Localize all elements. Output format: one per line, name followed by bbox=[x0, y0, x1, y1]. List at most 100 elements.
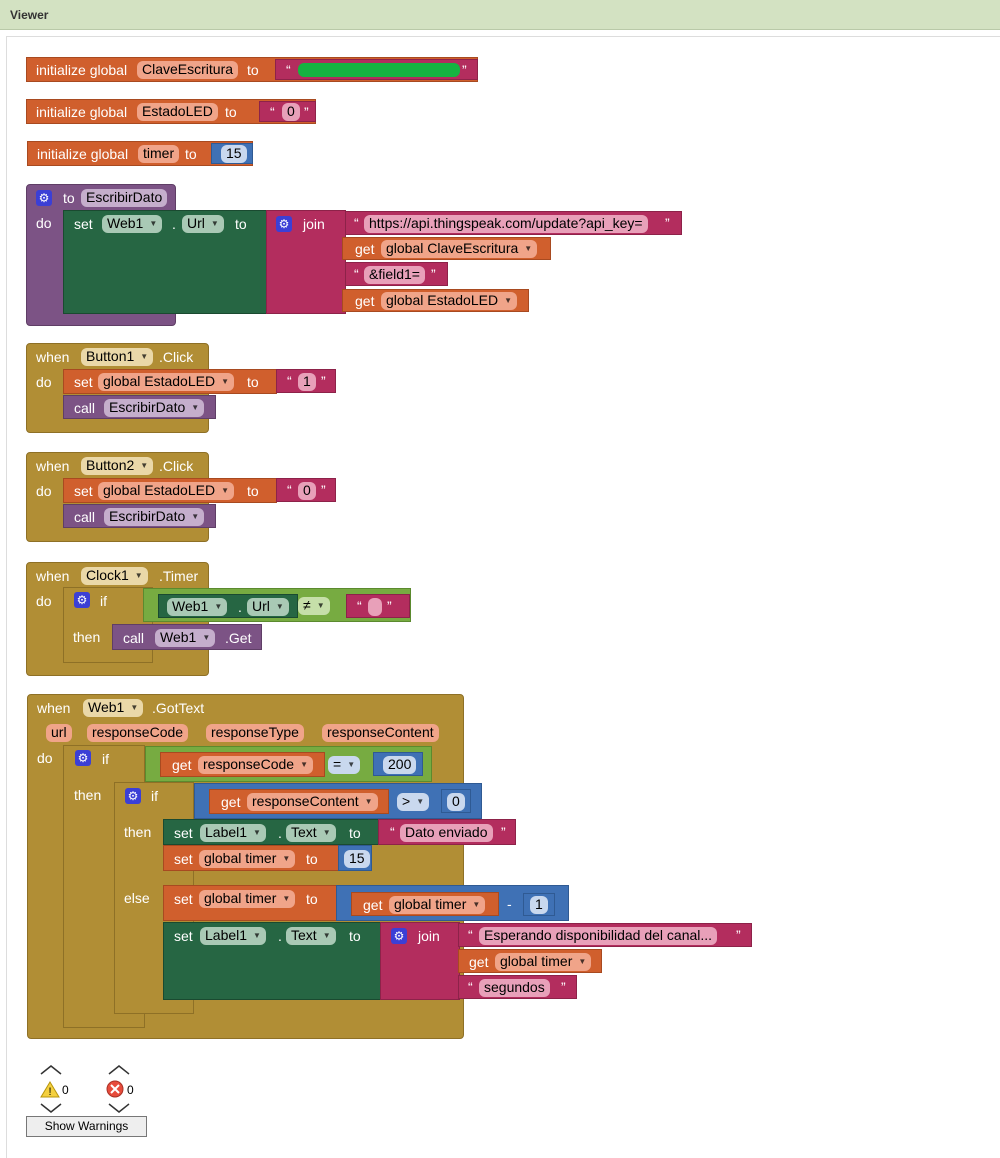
param-url[interactable]: url bbox=[46, 724, 72, 742]
component-dropdown[interactable]: Button1 ▼ bbox=[81, 348, 154, 366]
variable-dropdown[interactable]: global timer ▼ bbox=[389, 896, 486, 914]
gear-icon[interactable]: ⚙ bbox=[276, 216, 292, 232]
set-label-text-else-block[interactable]: set Label1 ▼ . Text ▼ to bbox=[163, 922, 381, 1000]
component-dropdown[interactable]: Label1 ▼ bbox=[200, 927, 266, 945]
set-estado-block[interactable]: set global EstadoLED ▼ to bbox=[63, 369, 277, 394]
set-web-url-block[interactable]: set Web1 ▼ . Url ▼ to bbox=[63, 210, 267, 314]
param-responsecode[interactable]: responseCode bbox=[87, 724, 189, 742]
errors-down-arrow-icon[interactable] bbox=[108, 1103, 130, 1113]
number-field[interactable]: 15 bbox=[344, 850, 370, 868]
text-block[interactable]: “ Dato enviado ” bbox=[378, 819, 516, 845]
number-block[interactable]: 200 bbox=[373, 752, 423, 776]
init-global-timer-block[interactable]: initialize global timer to 15 bbox=[27, 141, 253, 166]
text-value-field[interactable]: Dato enviado bbox=[400, 824, 493, 842]
get-clave-block[interactable]: get global ClaveEscritura ▼ bbox=[342, 237, 551, 260]
number-block[interactable]: 15 bbox=[211, 143, 253, 164]
join-block[interactable]: ⚙ join bbox=[380, 922, 460, 1000]
get-timer-block[interactable]: get global timer ▼ bbox=[351, 892, 499, 916]
component-dropdown[interactable]: Web1 ▼ bbox=[83, 699, 144, 717]
variable-dropdown[interactable]: global EstadoLED ▼ bbox=[98, 373, 234, 391]
component-dropdown[interactable]: Label1 ▼ bbox=[200, 824, 266, 842]
call-escribirdato-block[interactable]: call EscribirDato ▼ bbox=[63, 395, 216, 419]
gear-icon[interactable]: ⚙ bbox=[391, 928, 407, 944]
operator-dropdown[interactable]: > ▼ bbox=[397, 793, 430, 811]
gear-icon[interactable]: ⚙ bbox=[125, 788, 141, 804]
init-global-estado-block[interactable]: initialize global EstadoLED to “ 0 ” bbox=[26, 99, 316, 124]
number-field[interactable]: 0 bbox=[447, 793, 465, 811]
compare-code-block[interactable]: get responseCode ▼ = ▼ 200 bbox=[145, 746, 432, 782]
number-block[interactable]: 15 bbox=[338, 845, 372, 871]
variable-dropdown[interactable]: responseCode ▼ bbox=[198, 756, 313, 774]
redacted-key-field[interactable] bbox=[298, 63, 460, 77]
variable-dropdown[interactable]: global EstadoLED ▼ bbox=[98, 482, 234, 500]
global-name-field[interactable]: timer bbox=[138, 145, 180, 163]
get-responsecontent-block[interactable]: get responseContent ▼ bbox=[209, 789, 389, 814]
text-value-field[interactable]: segundos bbox=[479, 979, 550, 997]
text-value-field[interactable]: Esperando disponibilidad del canal... bbox=[479, 927, 718, 945]
global-name-field[interactable]: ClaveEscritura bbox=[137, 61, 239, 79]
param-responsetype[interactable]: responseType bbox=[206, 724, 304, 742]
text-block[interactable]: “ 0 ” bbox=[276, 478, 336, 502]
gear-icon[interactable]: ⚙ bbox=[75, 750, 91, 766]
variable-dropdown[interactable]: responseContent ▼ bbox=[247, 793, 378, 811]
procedure-name-field[interactable]: EscribirDato bbox=[81, 189, 168, 207]
get-estado-block[interactable]: get global EstadoLED ▼ bbox=[342, 289, 529, 312]
procedure-dropdown[interactable]: EscribirDato ▼ bbox=[104, 508, 205, 526]
text-value-field[interactable]: &field1= bbox=[364, 266, 425, 284]
variable-dropdown[interactable]: global timer ▼ bbox=[199, 850, 296, 868]
property-dropdown[interactable]: Text ▼ bbox=[286, 824, 336, 842]
text-block[interactable]: “ 1 ” bbox=[276, 369, 336, 393]
variable-dropdown[interactable]: global EstadoLED ▼ bbox=[381, 292, 517, 310]
number-field[interactable]: 200 bbox=[383, 756, 417, 774]
compare-content-block[interactable]: get responseContent ▼ > ▼ 0 bbox=[194, 783, 482, 819]
call-web-get-block[interactable]: call Web1 ▼ .Get bbox=[112, 624, 262, 650]
variable-dropdown[interactable]: global timer ▼ bbox=[495, 953, 592, 971]
procedure-dropdown[interactable]: EscribirDato ▼ bbox=[104, 399, 205, 417]
component-dropdown[interactable]: Web1 ▼ bbox=[102, 215, 163, 233]
warnings-up-arrow-icon[interactable] bbox=[40, 1065, 62, 1075]
property-dropdown[interactable]: Url ▼ bbox=[182, 215, 224, 233]
operator-dropdown[interactable]: ≠ ▼ bbox=[298, 597, 330, 615]
number-block[interactable]: 0 bbox=[441, 789, 471, 813]
errors-up-arrow-icon[interactable] bbox=[108, 1065, 130, 1075]
set-timer-block[interactable]: set global timer ▼ to bbox=[163, 845, 339, 871]
text-value-field[interactable]: 0 bbox=[282, 103, 300, 121]
text-value-field[interactable] bbox=[368, 598, 382, 616]
global-name-field[interactable]: EstadoLED bbox=[137, 103, 218, 121]
component-dropdown[interactable]: Web1 ▼ bbox=[155, 629, 216, 647]
init-global-clave-block[interactable]: initialize global ClaveEscritura to “ ” bbox=[26, 57, 478, 82]
text-block[interactable]: “ ” bbox=[346, 594, 410, 618]
variable-dropdown[interactable]: global timer ▼ bbox=[199, 890, 296, 908]
text-block-url[interactable]: “ https://api.thingspeak.com/update?api_… bbox=[345, 211, 682, 235]
compare-block[interactable]: Web1 ▼ . Url ▼ ≠ ▼ “ ” bbox=[143, 588, 411, 622]
component-dropdown[interactable]: Button2 ▼ bbox=[81, 457, 154, 475]
number-field[interactable]: 1 bbox=[530, 896, 548, 914]
component-dropdown[interactable]: Clock1 ▼ bbox=[81, 567, 148, 585]
join-block[interactable]: ⚙ join bbox=[266, 210, 346, 314]
set-label-text-block[interactable]: set Label1 ▼ . Text ▼ to bbox=[163, 819, 379, 845]
show-warnings-button[interactable]: Show Warnings bbox=[26, 1116, 147, 1137]
property-dropdown[interactable]: Text ▼ bbox=[286, 927, 336, 945]
call-escribirdato-block[interactable]: call EscribirDato ▼ bbox=[63, 504, 216, 528]
gear-icon[interactable]: ⚙ bbox=[74, 592, 90, 608]
text-block[interactable]: “ 0 ” bbox=[259, 101, 316, 122]
subtract-block[interactable]: get global timer ▼ - 1 bbox=[336, 885, 569, 921]
text-value-field[interactable]: https://api.thingspeak.com/update?api_ke… bbox=[364, 215, 648, 233]
set-timer-else-block[interactable]: set global timer ▼ to bbox=[163, 885, 339, 921]
warnings-down-arrow-icon[interactable] bbox=[40, 1103, 62, 1113]
number-field[interactable]: 15 bbox=[221, 145, 247, 163]
property-dropdown[interactable]: Url ▼ bbox=[247, 598, 289, 616]
number-block[interactable]: 1 bbox=[523, 893, 555, 916]
get-web-url-block[interactable]: Web1 ▼ . Url ▼ bbox=[158, 594, 298, 618]
text-block-field[interactable]: “ &field1= ” bbox=[345, 262, 448, 286]
text-value-field[interactable]: 1 bbox=[298, 373, 316, 391]
set-estado-block[interactable]: set global EstadoLED ▼ to bbox=[63, 478, 277, 503]
gear-icon[interactable]: ⚙ bbox=[36, 190, 52, 206]
variable-dropdown[interactable]: global ClaveEscritura ▼ bbox=[381, 240, 538, 258]
get-responsecode-block[interactable]: get responseCode ▼ bbox=[160, 752, 325, 777]
text-block[interactable]: “ ” bbox=[275, 59, 478, 80]
component-dropdown[interactable]: Web1 ▼ bbox=[167, 598, 228, 616]
text-block-segundos[interactable]: “ segundos ” bbox=[458, 975, 577, 999]
text-block-esperando[interactable]: “ Esperando disponibilidad del canal... … bbox=[458, 923, 752, 947]
text-value-field[interactable]: 0 bbox=[298, 482, 316, 500]
